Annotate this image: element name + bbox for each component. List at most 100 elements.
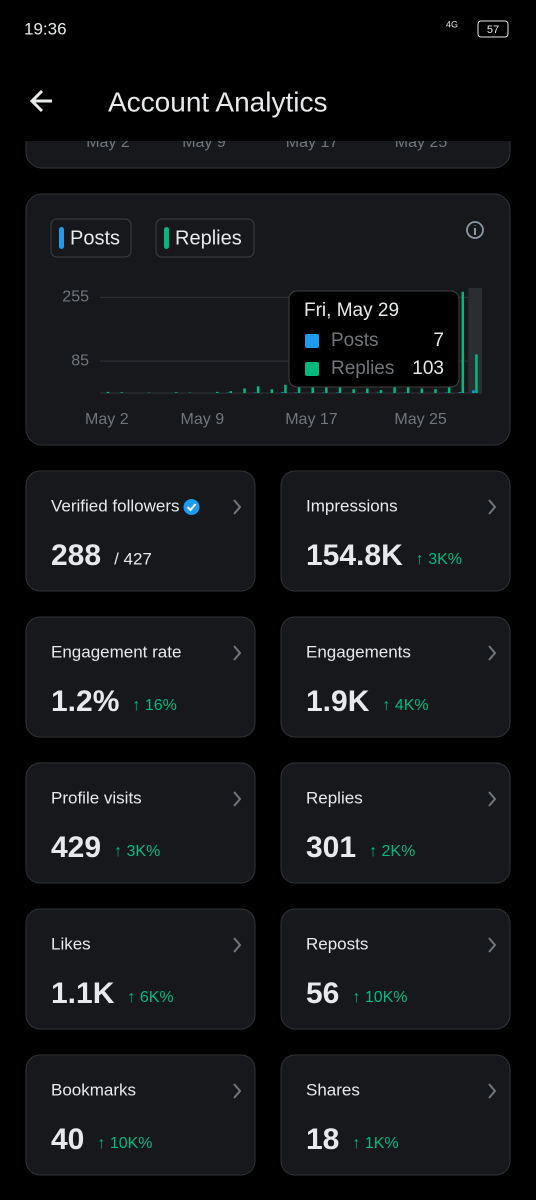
metric-change: ↑ 3K% [114,843,160,860]
metric-card[interactable] [280,762,511,884]
bar [229,391,233,393]
bar [352,389,355,393]
legend-label: Posts [70,227,120,249]
metric-value: 154.8K [306,539,403,572]
metric-change: ↑ 3K% [416,551,462,568]
chevron [488,1083,497,1099]
metric-label: Replies [306,788,363,807]
chevron [233,645,242,661]
bar [475,354,478,393]
tooltip-value: 103 [412,358,444,379]
status-time: 19:36 [24,19,67,38]
metric-card[interactable] [280,470,511,592]
bar [406,385,410,393]
bar [256,386,260,393]
chevron [488,499,497,515]
metric-change: ↑ 1K% [352,1135,398,1152]
status-battery: 57 [487,24,499,36]
metric-label: Profile visits [51,788,142,807]
bar [393,387,396,393]
chevron [488,645,497,661]
legend-label: Replies [175,227,242,249]
bar [447,386,451,393]
metric-value: 301 [306,831,356,864]
verified-check [186,503,197,512]
metric-value: 1.9K [306,685,370,718]
tooltip-series: Posts [331,330,379,351]
metric-card[interactable] [25,1054,256,1176]
info-icon[interactable] [466,221,484,239]
bar [175,392,178,393]
bar [338,383,342,393]
bar [243,388,246,393]
metric-change: ↑ 2K% [369,843,415,860]
metric-change: ↑ 10K% [97,1135,152,1152]
legend-swatch [164,227,169,249]
legend-chip[interactable] [50,218,132,258]
back-button[interactable] [29,89,52,113]
bar [325,385,328,393]
metric-label: Impressions [306,496,398,515]
metric-card[interactable] [280,908,511,1030]
verified-badge [183,499,200,515]
chevron [233,499,242,515]
metric-change: ↑ 16% [132,697,176,714]
bar [461,291,465,393]
tooltip-date: Fri, May 29 [304,300,399,321]
metric-label: Shares [306,1080,360,1099]
metric-card[interactable] [280,1054,511,1176]
tooltip-swatch [305,362,319,376]
x-tick-label: May 17 [285,411,338,428]
x-tick-label: May 9 [181,411,225,428]
battery-icon [477,20,509,38]
metric-value: 429 [51,831,101,864]
metric-card[interactable] [25,470,256,592]
header-bar [0,0,536,141]
bar [458,392,462,393]
chevron [488,791,497,807]
bar [379,390,383,393]
tooltip-value: 7 [433,330,444,351]
metric-card[interactable] [280,616,511,738]
bar [281,392,284,393]
bar [120,392,123,393]
metric-value: 1.1K [51,977,115,1010]
metric-total: / 427 [114,549,152,568]
metric-label: Engagement rate [51,642,181,661]
metric-label: Reposts [306,934,368,953]
metric-card[interactable] [25,616,256,738]
bar [284,384,287,393]
tooltip-series: Replies [331,358,394,379]
metric-label: Verified followers [51,496,180,515]
metric-value: 1.2% [51,685,119,718]
bar [472,390,475,393]
metric-change: ↑ 10K% [352,989,407,1006]
metric-card[interactable] [25,762,256,884]
bar [106,391,110,393]
metric-value: 18 [306,1123,339,1156]
metric-value: 288 [51,539,101,572]
bar [434,389,437,393]
tooltip-swatch [305,334,319,348]
chevron [488,937,497,953]
header-title: Account Analytics [108,86,327,117]
metric-value: 56 [306,977,339,1010]
metric-label: Engagements [306,642,411,661]
x-tick-label: May 2 [85,411,129,428]
bar [311,387,314,393]
y-tick-label: 255 [62,289,89,306]
x-tick-label: May 25 [394,411,447,428]
metric-value: 40 [51,1123,84,1156]
metric-change: ↑ 6K% [127,989,173,1006]
chevron [233,791,242,807]
metric-change: ↑ 4K% [382,697,428,714]
bar [420,388,424,393]
bar [270,389,274,393]
metric-card[interactable] [25,908,256,1030]
chevron [233,1083,242,1099]
metric-label: Bookmarks [51,1080,136,1099]
chevron [233,937,242,953]
legend-chip[interactable] [155,218,255,258]
metric-label: Likes [51,934,91,953]
